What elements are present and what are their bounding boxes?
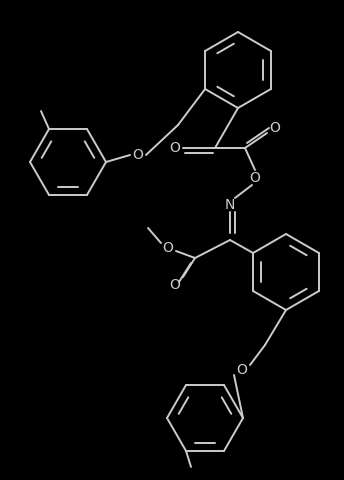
Text: O: O <box>170 141 181 155</box>
Text: O: O <box>237 363 247 377</box>
Text: O: O <box>270 121 280 135</box>
Text: N: N <box>225 198 235 212</box>
Text: O: O <box>163 241 173 255</box>
Text: O: O <box>132 148 143 162</box>
Text: O: O <box>170 278 181 292</box>
Text: O: O <box>249 171 260 185</box>
